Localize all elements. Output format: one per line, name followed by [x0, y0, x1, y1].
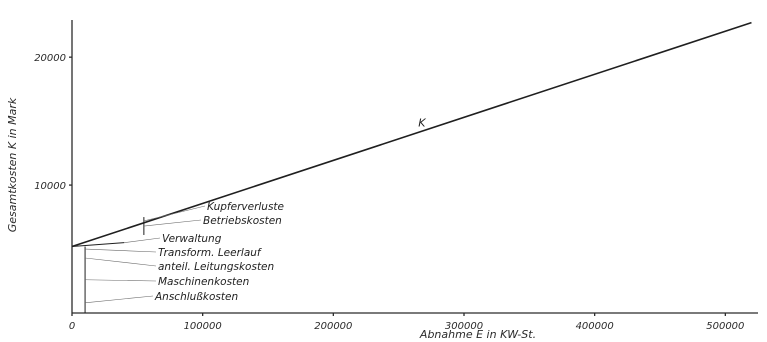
axes [71, 20, 758, 314]
y-axis-title: Gesamtkosten K in Mark [6, 97, 19, 232]
series-line-k [71, 21, 752, 248]
x-tick-label: 100000 [184, 321, 222, 332]
annotation-leader [143, 219, 202, 227]
x-tick-label: 300000 [445, 321, 483, 332]
series-label: K [418, 116, 426, 129]
component-bracket [71, 242, 125, 247]
x-tick-label: 0 [69, 321, 75, 332]
x-tick-labels: 0 100000 200000 300000 400000 500000 [69, 313, 744, 332]
annotation-leader [85, 257, 157, 267]
y-tick-label: 20000 [34, 53, 66, 64]
annotation-label: Anschlußkosten [154, 291, 238, 303]
annotation-leader [143, 205, 206, 222]
annotation-label: Verwaltung [162, 233, 222, 245]
annotations-group: Kupferverluste Betriebskosten Verwaltung Tr… [71, 201, 284, 313]
annotation-label: anteil. Leitungskosten [158, 261, 274, 273]
annotation-label: Transform. Leerlauf [158, 247, 263, 259]
y-tick-labels: 10000 20000 [34, 53, 72, 192]
x-axis-title: Abnahme E in KW-St. [419, 328, 536, 341]
y-tick-label: 10000 [34, 181, 66, 192]
annotation-leader [85, 295, 154, 304]
annotation-label: Maschinenkosten [158, 276, 249, 288]
annotation-leader [85, 248, 157, 253]
annotation-leader [124, 237, 161, 243]
annotation-label: Kupferverluste [207, 201, 284, 213]
x-tick-label: 400000 [576, 321, 614, 332]
series-group: K [71, 21, 752, 248]
x-tick-label: 500000 [706, 321, 744, 332]
annotation-label: Betriebskosten [203, 215, 282, 227]
annotation-leader [85, 279, 157, 282]
x-tick-label: 200000 [314, 321, 352, 332]
